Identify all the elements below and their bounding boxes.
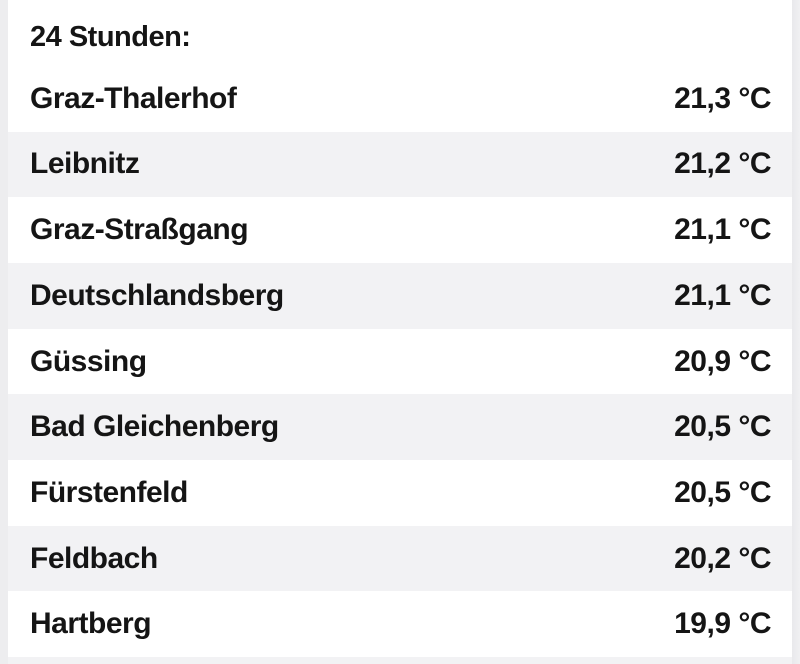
station-name: Graz-Straßgang bbox=[30, 213, 249, 247]
station-rows: Graz-Thalerhof 21,3 °C Leibnitz 21,2 °C … bbox=[8, 65, 792, 658]
station-temperature: 20,5 °C bbox=[674, 410, 771, 444]
temperature-list-card: 24 Stunden: Graz-Thalerhof 21,3 °C Leibn… bbox=[8, 0, 792, 664]
station-row: Feldbach 20,2 °C bbox=[8, 525, 792, 592]
station-temperature: 19,9 °C bbox=[674, 607, 771, 641]
page-edge-left bbox=[0, 0, 8, 664]
station-name: Leibnitz bbox=[30, 147, 140, 181]
page-edge-right bbox=[792, 0, 800, 664]
station-temperature: 20,5 °C bbox=[674, 475, 771, 509]
station-name: Graz-Thalerhof bbox=[30, 81, 237, 115]
station-row: Bad Gleichenberg 20,5 °C bbox=[8, 394, 792, 461]
station-row: Graz-Thalerhof 21,3 °C bbox=[8, 65, 792, 132]
station-row: Leibnitz 21,2 °C bbox=[8, 131, 792, 198]
next-row-partially-visible bbox=[8, 657, 792, 664]
station-row: Deutschlandsberg 21,1 °C bbox=[8, 263, 792, 329]
list-header-title: 24 Stunden: bbox=[30, 21, 191, 54]
station-temperature: 20,2 °C bbox=[674, 541, 771, 575]
station-name: Hartberg bbox=[30, 607, 152, 641]
station-name: Bad Gleichenberg bbox=[30, 410, 279, 444]
station-row: Güssing 20,9 °C bbox=[8, 328, 792, 395]
station-temperature: 21,1 °C bbox=[674, 278, 771, 312]
station-temperature: 21,1 °C bbox=[674, 213, 771, 247]
station-temperature: 21,3 °C bbox=[674, 81, 771, 115]
station-row: Fürstenfeld 20,5 °C bbox=[8, 460, 792, 526]
station-name: Fürstenfeld bbox=[30, 475, 188, 509]
station-temperature: 20,9 °C bbox=[674, 344, 771, 378]
station-row: Graz-Straßgang 21,1 °C bbox=[8, 197, 792, 263]
station-name: Güssing bbox=[30, 344, 147, 378]
station-name: Feldbach bbox=[30, 541, 158, 575]
station-name: Deutschlandsberg bbox=[30, 278, 284, 312]
station-row: Hartberg 19,9 °C bbox=[8, 591, 792, 658]
station-temperature: 21,2 °C bbox=[674, 147, 771, 181]
